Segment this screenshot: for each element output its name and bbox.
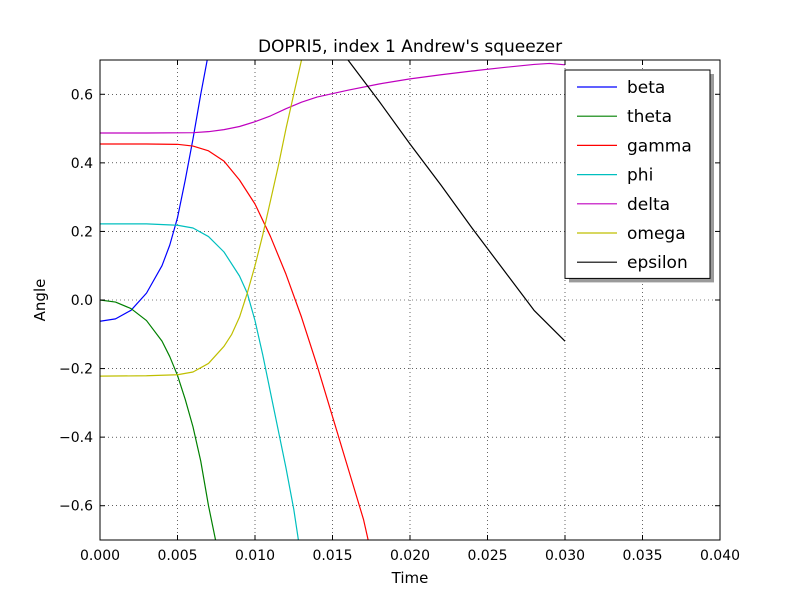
legend-label-theta: theta (627, 107, 672, 127)
series-line-delta (100, 62, 566, 134)
legend-label-beta: beta (627, 78, 665, 98)
legend-label-phi: phi (627, 166, 653, 186)
x-tick-label: 0.015 (312, 548, 352, 564)
x-axis-label: Time (391, 569, 429, 587)
x-tick-label: 0.035 (622, 548, 662, 564)
y-tick-label: 0.4 (71, 156, 93, 172)
y-tick-label: 0.0 (71, 293, 93, 309)
series-line-epsilon (347, 60, 566, 342)
ticks (99, 60, 721, 540)
x-tick-label: 0.025 (467, 548, 507, 564)
series-lines (100, 60, 566, 540)
series-line-omega (100, 60, 303, 377)
y-tick-label: 0.6 (71, 87, 93, 103)
y-tick-label: 0.2 (71, 224, 93, 240)
x-tick-label: 0.000 (80, 548, 120, 564)
series-line-theta (100, 299, 217, 540)
x-tick-label: 0.030 (545, 548, 585, 564)
y-tick-label: −0.2 (59, 362, 93, 378)
x-tick-label: 0.010 (235, 548, 275, 564)
x-tick-label: 0.040 (700, 548, 740, 564)
y-tick-label: −0.6 (59, 499, 93, 515)
legend-label-epsilon: epsilon (627, 253, 688, 273)
legend-label-omega: omega (627, 224, 686, 244)
legend-label-gamma: gamma (627, 136, 692, 156)
series-line-beta (100, 60, 208, 322)
x-tick-label: 0.020 (390, 548, 430, 564)
x-tick-label: 0.005 (157, 548, 197, 564)
legend: beta theta gamma phi delta omega epsilon (564, 69, 714, 283)
y-tick-label: −0.4 (59, 430, 93, 446)
series-line-gamma (100, 143, 369, 540)
y-axis-label: Angle (31, 279, 49, 322)
legend-label-delta: delta (627, 195, 670, 215)
chart-title: DOPRI5, index 1 Andrew's squeezer (258, 37, 562, 57)
tick-labels: 0.000 0.005 0.010 0.015 0.020 0.025 0.030 0.035… (59, 87, 740, 564)
